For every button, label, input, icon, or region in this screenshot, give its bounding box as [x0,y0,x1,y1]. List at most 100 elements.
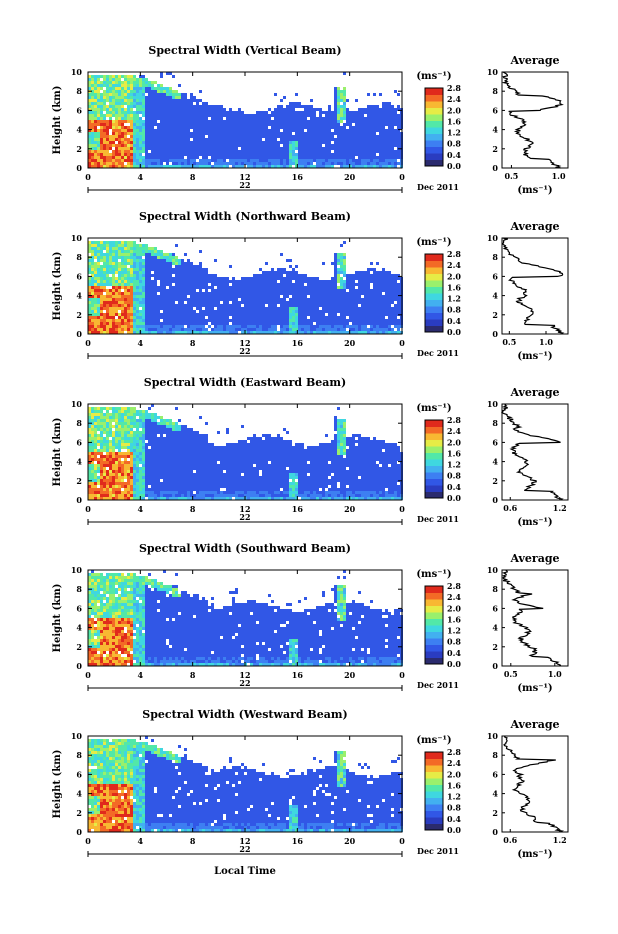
heatmap-cell [184,93,187,96]
heatmap-cell [238,313,241,316]
heatmap-cell [256,325,259,328]
heatmap-cell [385,159,388,162]
heatmap-cell [259,153,262,156]
heatmap-cell [313,159,316,162]
heatmap-cell [262,150,265,153]
heatmap-cell [112,322,115,325]
heatmap-cell [295,117,298,120]
heatmap-cell [145,111,148,114]
heatmap-cell [379,292,382,295]
heatmap-cell [91,141,94,144]
heatmap-cell [331,120,334,123]
heatmap-cell [280,105,283,108]
heatmap-cell [136,111,139,114]
heatmap-cell [91,114,94,117]
heatmap-cell [148,159,151,162]
heatmap-cell [100,153,103,156]
heatmap-cell [121,111,124,114]
heatmap-cell [277,319,280,322]
heatmap-cell [265,310,268,313]
heatmap-cell [199,159,202,162]
heatmap-cell [127,78,130,81]
heatmap-cell [160,295,163,298]
heatmap-cell [394,156,397,159]
heatmap-cell [100,319,103,322]
heatmap-cell [118,244,121,247]
heatmap-cell [91,280,94,283]
heatmap-cell [253,274,256,277]
heatmap-cell [130,325,133,328]
heatmap-cell [175,120,178,123]
heatmap-cell [298,283,301,286]
heatmap-cell [229,304,232,307]
heatmap-cell [160,313,163,316]
heatmap-cell [145,126,148,129]
heatmap-cell [388,298,391,301]
heatmap-cell [193,286,196,289]
heatmap-cell [133,87,136,90]
heatmap-cell [211,313,214,316]
heatmap-cell [394,153,397,156]
heatmap-cell [181,292,184,295]
heatmap-cell [145,147,148,150]
heatmap-cell [301,156,304,159]
heatmap-cell [310,111,313,114]
heatmap-cell [301,307,304,310]
heatmap-cell [292,111,295,114]
heatmap-cell [166,144,169,147]
heatmap-cell [193,96,196,99]
heatmap-cell [160,114,163,117]
heatmap-cell [136,153,139,156]
heatmap-cell [274,322,277,325]
heatmap-cell [328,301,331,304]
heatmap-cell [97,325,100,328]
heatmap-cell [127,253,130,256]
heatmap-cell [157,105,160,108]
heatmap-cell [163,277,166,280]
heatmap-cell [115,307,118,310]
heatmap-cell [133,120,136,123]
heatmap-cell [91,292,94,295]
heatmap-cell [178,268,181,271]
heatmap-cell [184,310,187,313]
colorbar-tick-label: 2.8 [447,249,461,259]
heatmap-cell [187,126,190,129]
heatmap-cell [394,325,397,328]
heatmap-cell [268,322,271,325]
heatmap-cell [331,301,334,304]
heatmap-cell [274,295,277,298]
heatmap-cell [319,117,322,120]
heatmap-cell [172,75,175,78]
heatmap-cell [352,325,355,328]
heatmap-cell [139,105,142,108]
heatmap-cell [340,162,343,165]
heatmap-cell [379,150,382,153]
heatmap-cell [274,150,277,153]
heatmap-cell [241,156,244,159]
heatmap-cell [220,129,223,132]
heatmap-cell [271,141,274,144]
heatmap-cell [148,114,151,117]
heatmap-cell [154,313,157,316]
heatmap-cell [325,129,328,132]
heatmap-cell [142,132,145,135]
heatmap-cell [349,319,352,322]
heatmap-cell [136,262,139,265]
heatmap-cell [103,159,106,162]
heatmap-cell [382,325,385,328]
heatmap-cell [160,108,163,111]
heatmap-cell [259,114,262,117]
heatmap-cell [184,271,187,274]
heatmap-cell [223,289,226,292]
heatmap-cell [355,114,358,117]
heatmap-cell [139,78,142,81]
heatmap-cell [301,105,304,108]
heatmap-cell [178,292,181,295]
heatmap-cell [130,102,133,105]
heatmap-cell [166,147,169,150]
heatmap-cell [148,286,151,289]
heatmap-cell [130,295,133,298]
heatmap-cell [304,319,307,322]
heatmap-cell [328,141,331,144]
heatmap-cell [136,304,139,307]
